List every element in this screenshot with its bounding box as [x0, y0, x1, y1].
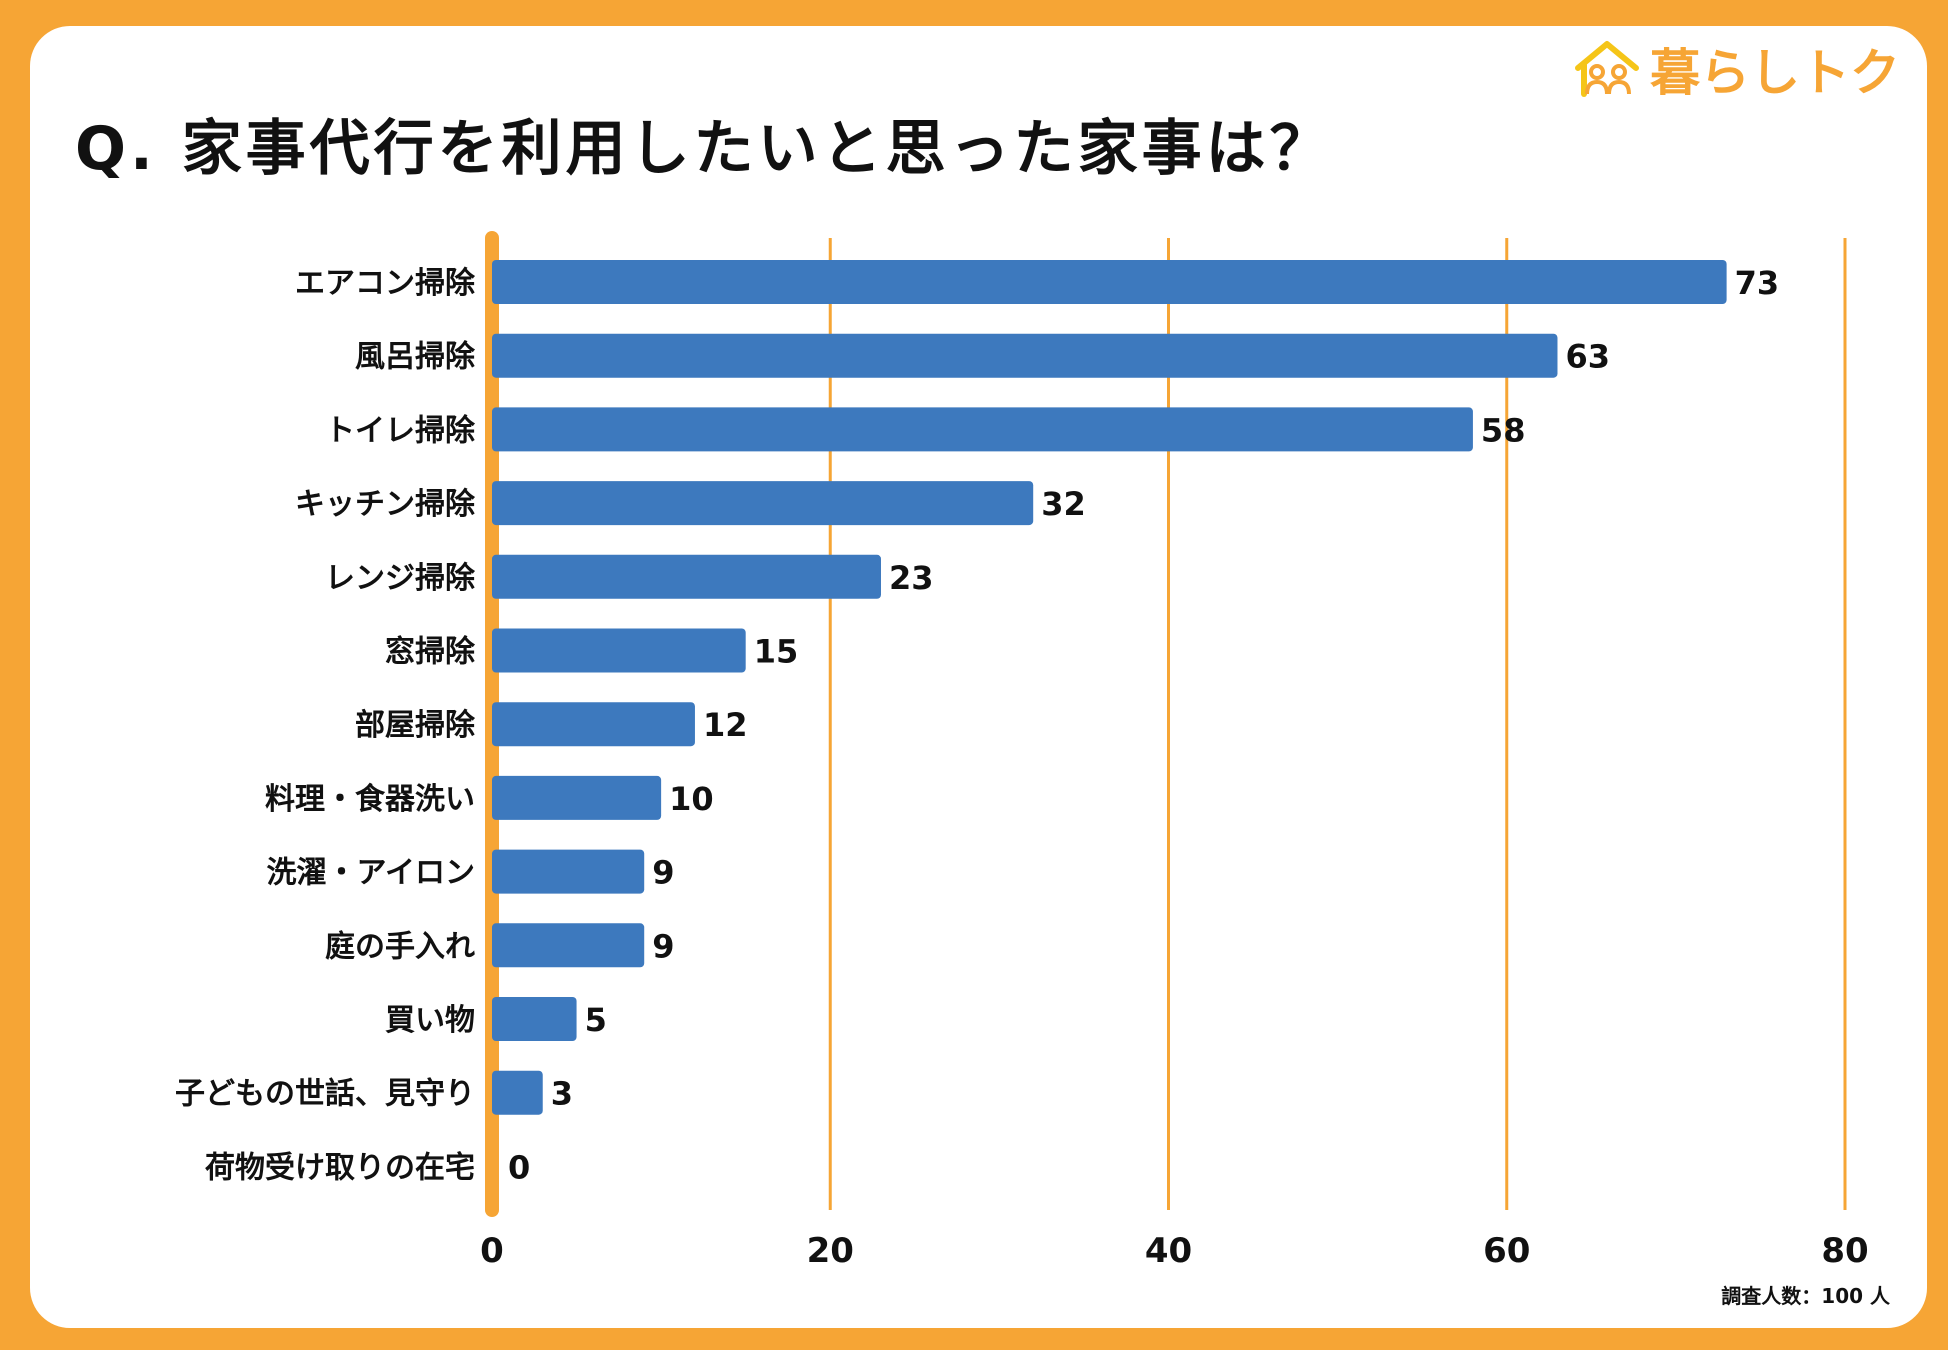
- category-label: 買い物: [385, 1003, 475, 1038]
- category-label: 窓掃除: [385, 635, 476, 670]
- bar-6: [492, 702, 695, 747]
- value-label: 32: [1041, 485, 1086, 523]
- bar-9: [492, 923, 645, 968]
- value-label: 23: [889, 559, 934, 597]
- house-people-icon: [1575, 41, 1639, 97]
- category-label: トイレ掃除: [325, 413, 476, 448]
- value-label: 63: [1565, 338, 1610, 376]
- value-label: 9: [652, 854, 674, 892]
- chart-title: Q. 家事代行を利用したいと思った家事は？: [75, 114, 1334, 184]
- x-tick-label: 20: [807, 1231, 854, 1271]
- category-label: 子どもの世話、見守り: [175, 1077, 475, 1112]
- category-label: 荷物受け取りの在宅: [205, 1150, 475, 1185]
- category-label: 料理・食器洗い: [265, 782, 475, 817]
- value-label: 15: [754, 633, 799, 671]
- category-label: 風呂掃除: [355, 340, 476, 375]
- value-label: 73: [1735, 264, 1780, 302]
- bar-11: [492, 1070, 543, 1115]
- bar-4: [492, 554, 881, 599]
- bar-7: [492, 775, 662, 820]
- value-label: 0: [508, 1148, 530, 1186]
- x-tick-label: 80: [1821, 1231, 1868, 1271]
- category-label: キッチン掃除: [295, 487, 476, 522]
- x-tick-label: 60: [1483, 1231, 1530, 1271]
- logo-text: 暮らしトク: [1650, 44, 1900, 102]
- value-label: 5: [585, 1001, 607, 1039]
- bar-2: [492, 407, 1473, 452]
- category-label: レンジ掃除: [325, 561, 476, 596]
- survey-footnote: 調査人数：100 人: [1721, 1284, 1890, 1308]
- category-label: 洗濯・アイロン: [267, 856, 476, 891]
- bar-1: [492, 333, 1558, 378]
- value-label: 10: [669, 780, 714, 818]
- bar-8: [492, 849, 645, 894]
- x-tick-label: 40: [1145, 1231, 1192, 1271]
- category-label: 部屋掃除: [355, 708, 476, 743]
- value-label: 3: [551, 1075, 573, 1113]
- category-label: 庭の手入れ: [325, 929, 475, 964]
- value-label: 12: [703, 706, 748, 744]
- bar-10: [492, 997, 577, 1041]
- bar-3: [492, 481, 1034, 526]
- value-label: 9: [652, 927, 674, 965]
- brand-logo: 暮らしトク: [1572, 33, 1900, 105]
- value-label: 58: [1481, 411, 1526, 449]
- category-label: エアコン掃除: [295, 266, 476, 301]
- bar-5: [492, 628, 746, 673]
- x-tick-label: 0: [480, 1231, 504, 1271]
- bar-0: [492, 260, 1727, 304]
- chart-card: [30, 26, 1927, 1328]
